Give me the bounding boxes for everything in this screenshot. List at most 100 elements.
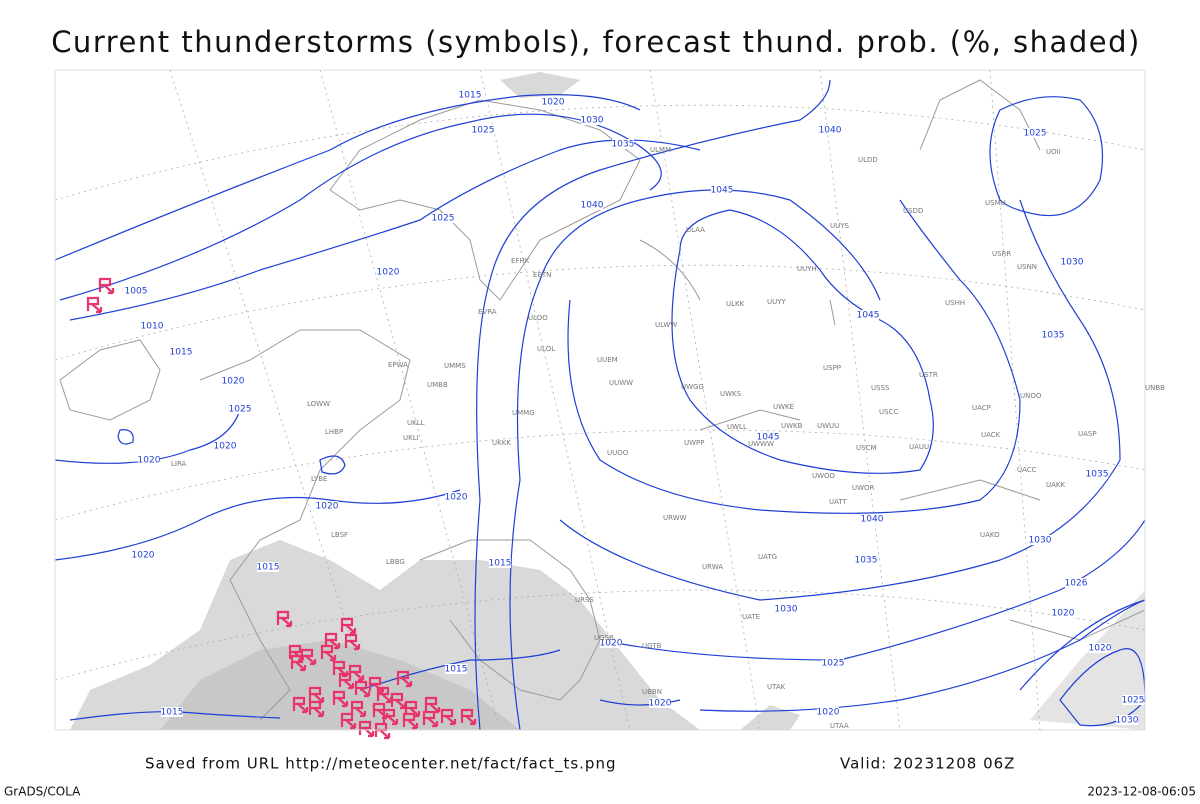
isobar-label: 1020: [1089, 644, 1112, 654]
isobar-label-bg: [822, 658, 844, 668]
timestamp: 2023-12-08-06:05: [1087, 785, 1196, 799]
isobar-label-bg: [229, 404, 251, 414]
thunderstorm-symbol: [396, 670, 413, 688]
station-code: USHH: [945, 299, 965, 307]
isobar-label-bg: [377, 267, 399, 277]
thunderstorm-symbol: [340, 617, 357, 635]
station-code: LYBE: [311, 475, 327, 483]
thunderstorm-symbol: [460, 708, 477, 726]
isobar-label-bg: [1042, 330, 1064, 340]
station-code: UTAK: [767, 683, 786, 691]
station-code: USRR: [992, 250, 1011, 258]
station-code: UWOR: [852, 484, 875, 492]
station-code: USCC: [879, 408, 898, 416]
station-code: USPP: [823, 364, 841, 372]
station-code: UATG: [758, 553, 777, 561]
isobar-label-bg: [1116, 715, 1138, 725]
valid-time: Valid: 20231208 06Z: [840, 755, 1015, 773]
thunderstorm-symbol: [354, 680, 371, 698]
thunderstorm-symbol: [372, 702, 389, 720]
station-code: UTAA: [830, 722, 849, 730]
isobar-label: 1005: [125, 287, 148, 297]
thunderstorm-symbol: [290, 654, 307, 672]
isobar-label-bg: [170, 347, 192, 357]
thunderstorm-symbol: [320, 644, 337, 662]
thunderstorm-symbol: [424, 696, 441, 714]
isobar-label: 1035: [612, 140, 635, 150]
graticule: [54, 69, 1146, 731]
isobar-label-bg: [861, 514, 883, 524]
isobar-label: 1020: [316, 502, 339, 512]
station-code: USCM: [856, 444, 877, 452]
station-code: UWOO: [812, 472, 836, 480]
isobar-label: 1040: [861, 515, 884, 525]
isobar-label: 1030: [775, 605, 798, 615]
isobar-label: 1020: [649, 699, 672, 709]
isobar-label: 1020: [542, 98, 565, 108]
isobar-label: 1030: [581, 116, 604, 126]
station-code: UWUU: [817, 422, 839, 430]
station-code: UWWW: [748, 440, 774, 448]
station-code: USMU: [985, 199, 1006, 207]
isobar-label-bg: [1065, 578, 1087, 588]
thunderstorm-symbol: [338, 672, 355, 690]
thunderstorm-symbol: [358, 720, 375, 738]
isobar-label-bg: [214, 441, 236, 451]
isobar-label: 1010: [141, 322, 164, 332]
isobar-label: 1035: [855, 556, 878, 566]
station-code: USSS: [871, 384, 890, 392]
thunderstorm-symbol: [404, 700, 421, 718]
station-code: UATT: [829, 498, 848, 506]
isobar-label-bg: [775, 604, 797, 614]
station-code: ULOL: [537, 345, 555, 353]
station-code: UUYY: [767, 298, 787, 306]
isobar-label: 1020: [214, 442, 237, 452]
isobar-label: 1030: [1061, 258, 1084, 268]
thunderstorm-symbol: [402, 712, 419, 730]
isobar-label-bg: [600, 638, 622, 648]
station-code: UWKS: [720, 390, 742, 398]
thunderstorm-symbol: [440, 708, 457, 726]
isobar-label: 1025: [432, 214, 455, 224]
thunderstorm-symbol: [376, 686, 393, 704]
isobar-label-bg: [445, 492, 467, 502]
station-code: UACP: [972, 404, 991, 412]
station-code: URSS: [575, 596, 594, 604]
isobar-label: 1030: [1116, 716, 1139, 726]
thunderstorm-symbol: [98, 277, 115, 295]
station-code: ULKK: [726, 300, 745, 308]
thunderstorm-symbol: [350, 700, 367, 718]
isobar-label: 1015: [445, 665, 468, 675]
isobar-label: 1015: [459, 91, 482, 101]
isobar-label-bg: [1029, 535, 1051, 545]
station-code: LHBP: [325, 428, 343, 436]
isobar-label-bg: [222, 376, 244, 386]
isobar-label-bg: [257, 562, 279, 572]
isobar-label: 1045: [757, 433, 780, 443]
station-code: UWLL: [727, 423, 747, 431]
station-code: UAKO: [980, 531, 1000, 539]
station-code: UMMG: [512, 409, 535, 417]
thunderstorm-symbol: [332, 690, 349, 708]
station-code: UBBN: [642, 688, 662, 696]
isobar-label-bg: [857, 310, 879, 320]
station-code: LBSF: [331, 531, 348, 539]
isobar-label-bg: [161, 707, 183, 717]
station-code: URWW: [663, 514, 687, 522]
isobar-label-bg: [489, 558, 511, 568]
station-code: UKKK: [492, 439, 511, 447]
isobar-label-bg: [819, 125, 841, 135]
station-code: UGTB: [642, 642, 662, 650]
credit: GrADS/COLA: [4, 785, 81, 799]
station-code: URWA: [702, 563, 723, 571]
station-code: UOII: [1046, 148, 1061, 156]
thunderstorm-symbol: [86, 296, 103, 314]
isobar-label: 1020: [222, 377, 245, 387]
station-code: UAUU: [909, 443, 929, 451]
thunderstorm-symbol: [390, 692, 407, 710]
shading: [70, 72, 1145, 730]
isobar-label-bg: [1061, 257, 1083, 267]
isobar-label-bg: [711, 185, 733, 195]
station-code: UGSB: [594, 634, 614, 642]
isobar-label: 1025: [472, 126, 495, 136]
